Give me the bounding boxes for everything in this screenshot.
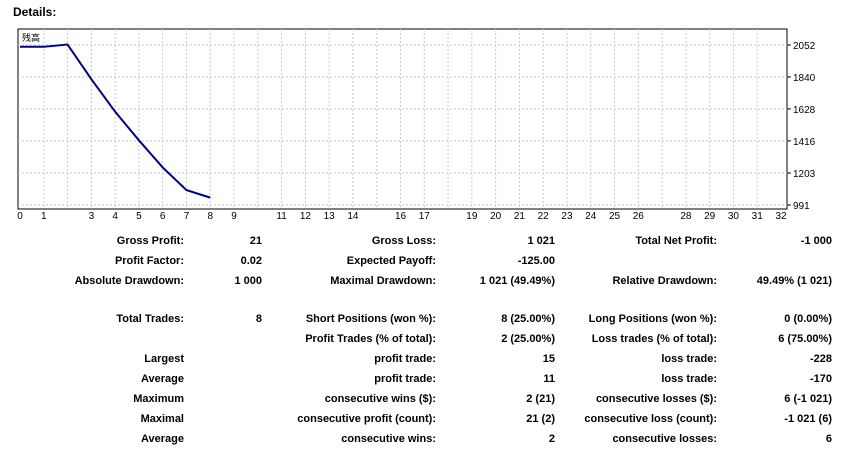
maximal-drawdown-label: Maximal Drawdown: [330,275,436,287]
x-tick-label: 0 [17,211,23,222]
maximal-label: Maximal [140,413,184,425]
gross-loss-value: 1 021 [527,235,555,247]
max-consecutive-wins-label: consecutive wins ($): [324,393,436,405]
max-consecutive-losses-label: consecutive losses ($): [595,393,717,405]
average-loss-trade-label: loss trade: [661,373,717,385]
gross-profit-value: 21 [249,235,262,247]
x-tick-label: 32 [775,211,787,222]
consecutive-loss-count-value: -1 021 (6) [784,413,832,425]
average-consecutive-losses-label: consecutive losses: [612,433,717,445]
x-tick-label: 7 [184,211,190,222]
short-positions-label: Short Positions (won %): [305,313,436,325]
average-profit-trade-value: 11 [543,373,555,385]
x-tick-label: 28 [680,211,692,222]
profit-factor-value: 0.02 [240,255,262,267]
x-tick-label: 8 [207,211,213,222]
x-tick-label: 14 [347,211,359,222]
total-net-profit-label: Total Net Profit: [635,235,717,247]
plot-frame [17,28,788,210]
gross-loss-label: Gross Loss: [371,235,436,247]
y-tick-label: 1416 [793,137,816,148]
x-tick-label: 17 [419,211,431,222]
x-tick-label: 1 [41,211,47,222]
x-tick-label: 4 [112,211,118,222]
x-tick-label: 30 [728,211,740,222]
expected-payoff-value: -125.00 [517,255,555,267]
average-loss-trade-value: -170 [809,373,832,385]
x-tick-label: 29 [704,211,716,222]
maximum-label: Maximum [133,393,184,405]
total-net-profit-value: -1 000 [800,235,832,247]
consecutive-profit-count-label: consecutive profit (count): [297,413,436,425]
x-tick-label: 23 [561,211,573,222]
total-trades-label: Total Trades: [116,313,184,325]
x-tick-label: 19 [466,211,478,222]
y-tick-label: 1840 [793,73,816,84]
average-profit-trade-label: profit trade: [374,373,436,385]
total-trades-value: 8 [255,313,262,325]
gross-profit-label: Gross Profit: [116,235,184,247]
long-positions-value: 0 (0.00%) [784,313,832,325]
loss-trades-label: Loss trades (% of total): [591,333,717,345]
largest-label: Largest [144,353,184,365]
largest-profit-trade-value: 15 [542,353,555,365]
largest-loss-trade-value: -228 [809,353,832,365]
expected-payoff-label: Expected Payoff: [346,255,436,267]
legend-label: 残高 [22,32,40,43]
short-positions-value: 8 (25.00%) [501,313,555,325]
y-tick-label: 991 [793,201,810,212]
x-tick-label: 9 [231,211,237,222]
profit-trades-value: 2 (25.00%) [501,333,555,345]
x-tick-label: 21 [514,211,526,222]
largest-profit-trade-label: profit trade: [374,353,436,365]
y-tick-label: 1628 [793,105,816,116]
profit-factor-label: Profit Factor: [114,255,184,267]
balance-line [20,43,211,199]
consecutive-loss-count-label: consecutive loss (count): [584,413,717,425]
x-tick-label: 13 [324,211,336,222]
average-consecutive-wins-label: consecutive wins: [341,433,436,445]
maximal-drawdown-value: 1 021 (49.49%) [479,275,555,287]
max-consecutive-losses-value: 6 (-1 021) [784,393,832,405]
max-consecutive-wins-value: 2 (21) [526,393,555,405]
largest-loss-trade-label: loss trade: [661,353,717,365]
average-consecutive-losses-value: 6 [825,433,832,445]
x-tick-label: 26 [633,211,645,222]
x-tick-label: 11 [276,211,287,222]
long-positions-label: Long Positions (won %): [588,313,717,325]
average-consecutive-wins-value: 2 [548,433,555,445]
absolute-drawdown-label: Absolute Drawdown: [74,275,184,287]
average-label: Average [140,373,184,385]
consecutive-profit-count-value: 21 (2) [526,413,555,425]
average-consecutive-label: Average [140,433,184,445]
x-tick-label: 25 [609,211,621,222]
relative-drawdown-label: Relative Drawdown: [612,275,717,287]
loss-trades-value: 6 (75.00%) [778,333,832,345]
x-tick-label: 3 [89,211,95,222]
profit-trades-label: Profit Trades (% of total): [305,333,436,345]
x-tick-label: 6 [160,211,166,222]
x-tick-label: 20 [490,211,502,222]
x-tick-label: 22 [538,211,550,222]
y-tick-label: 2052 [793,41,816,52]
x-tick-label: 16 [395,211,407,222]
absolute-drawdown-value: 1 000 [234,275,262,287]
x-tick-label: 12 [300,211,312,222]
y-tick-label: 1203 [793,169,816,180]
x-tick-label: 5 [136,211,142,222]
relative-drawdown-value: 49.49% (1 021) [756,275,832,287]
x-tick-label: 24 [585,211,597,222]
x-tick-label: 31 [752,211,764,222]
details-title: Details: [13,5,57,19]
